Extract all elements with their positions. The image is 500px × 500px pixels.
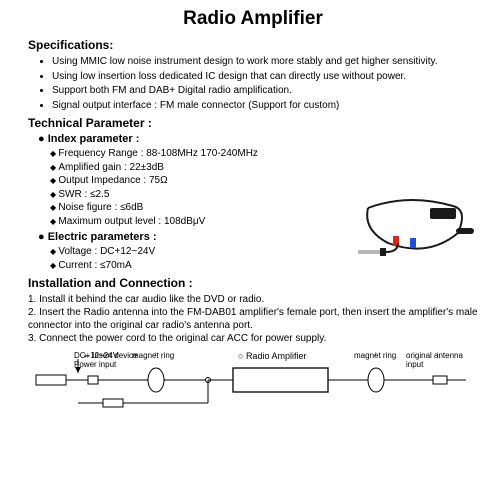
spec-item: Support both FM and DAB+ Digital radio a…	[52, 84, 478, 98]
page-title: Radio Amplifier	[28, 8, 478, 30]
product-image	[358, 188, 478, 278]
arrow-icon: ↓	[436, 351, 440, 358]
tech-heading: Technical Parameter :	[28, 116, 478, 130]
install-step: 1. Install it behind the car audio like …	[28, 293, 478, 306]
index-item: Output Impedance : 75Ω	[50, 174, 478, 188]
spec-item: Signal output interface : FM male connec…	[52, 99, 478, 113]
spec-item: Using low insertion loss dedicated IC de…	[52, 70, 478, 84]
install-step: 3. Connect the power cord to the origina…	[28, 332, 478, 345]
arrow-icon: ↓	[154, 351, 158, 358]
specs-heading: Specifications:	[28, 38, 478, 52]
label-antenna: original antenna input	[406, 351, 463, 369]
index-item: Frequency Range : 88-108MHz 170-240MHz	[50, 147, 478, 161]
index-heading: ● Index parameter :	[38, 133, 478, 145]
spec-item: Using MMIC low noise instrument design t…	[52, 55, 478, 69]
index-item: Amplified gain : 22±3dB	[50, 161, 478, 175]
install-steps: 1. Install it behind the car audio like …	[28, 293, 478, 345]
install-heading: Installation and Connection :	[28, 276, 478, 290]
label-amp: ○ Radio Amplifier	[238, 351, 306, 361]
label-power: DC+12~24V Power input	[74, 351, 118, 369]
specs-list: Using MMIC low noise instrument design t…	[28, 55, 478, 112]
arrow-icon: ↓	[374, 351, 378, 358]
install-step: 2. Insert the Radio antenna into the FM-…	[28, 306, 478, 332]
wiring-diagram: ⇐ Insert device magnet ring ○ Radio Ampl…	[28, 351, 478, 429]
